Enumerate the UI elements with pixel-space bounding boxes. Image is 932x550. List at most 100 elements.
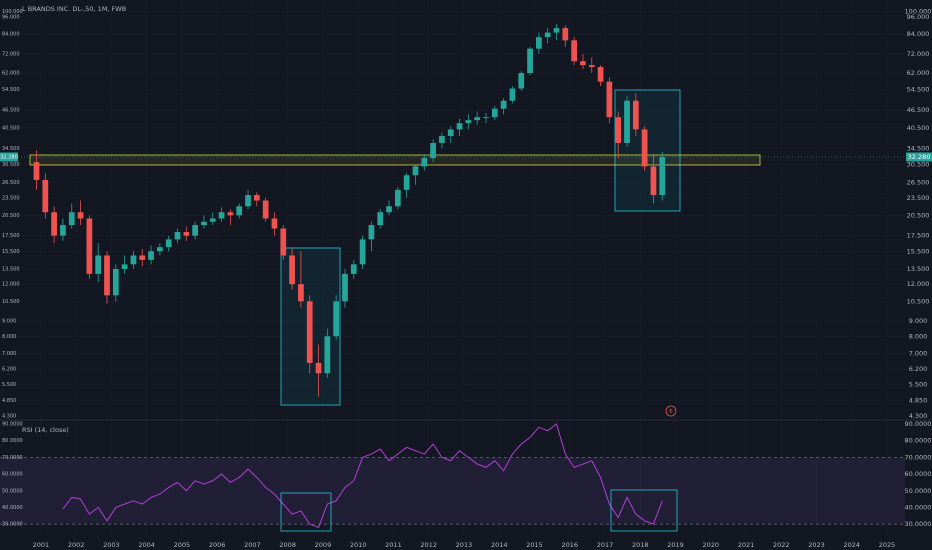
x-tick-label: 2015 bbox=[526, 541, 543, 549]
x-tick-label: 2003 bbox=[103, 541, 120, 549]
x-tick-label: 2008 bbox=[279, 541, 296, 549]
candle-body bbox=[298, 284, 304, 302]
candle-body bbox=[139, 255, 146, 260]
y-tick-label: 84.000 bbox=[907, 30, 930, 38]
rsi-tick-label: 40.0000 bbox=[905, 503, 932, 511]
candle-body bbox=[632, 100, 639, 130]
y-tick-label: 12.000 bbox=[2, 282, 20, 288]
candle-body bbox=[544, 32, 551, 38]
candle-body bbox=[421, 158, 428, 167]
candle-body bbox=[77, 212, 84, 219]
marks bbox=[33, 23, 666, 529]
y-tick-label: 34.500 bbox=[907, 144, 930, 152]
candle-body bbox=[615, 117, 622, 143]
x-tick-label: 2021 bbox=[738, 541, 755, 549]
x-tick-label: 2006 bbox=[209, 541, 226, 549]
x-tick-label: 2013 bbox=[456, 541, 473, 549]
candle-body bbox=[403, 175, 410, 190]
rsi-tick-label: 30.0000 bbox=[905, 520, 932, 528]
candle-body bbox=[509, 88, 516, 101]
candle-body bbox=[289, 255, 295, 285]
x-tick-label: 2020 bbox=[702, 541, 719, 549]
y-tick-label: 15.500 bbox=[2, 249, 20, 255]
candle-body bbox=[412, 166, 419, 176]
earnings-label: E bbox=[669, 409, 673, 415]
y-tick-label: 4.300 bbox=[909, 412, 928, 420]
x-tick-label: 2002 bbox=[68, 541, 85, 549]
y-tick-label: 4.300 bbox=[2, 414, 16, 420]
rsi-tick-label: 90.0000 bbox=[2, 422, 23, 428]
candle-body bbox=[121, 264, 128, 270]
candle-body bbox=[262, 200, 269, 219]
x-tick-label: 2012 bbox=[420, 541, 437, 549]
price-tag-label: 32.280 bbox=[908, 153, 931, 161]
rsi-tick-label: 60.0000 bbox=[905, 470, 932, 478]
candle-body bbox=[333, 301, 340, 337]
candle-body bbox=[60, 225, 66, 236]
candle-body bbox=[527, 48, 533, 74]
candle-body bbox=[491, 108, 498, 118]
candle-body bbox=[148, 251, 154, 260]
rsi-tick-label: 70.0000 bbox=[905, 453, 932, 461]
y-tick-label: 5.500 bbox=[2, 382, 16, 388]
y-tick-label: 72.000 bbox=[907, 50, 930, 58]
candle-body bbox=[280, 228, 287, 256]
candle-body bbox=[394, 189, 401, 207]
candle-body bbox=[209, 218, 216, 222]
candle-body bbox=[474, 117, 481, 121]
candle-body bbox=[588, 65, 595, 68]
candle-body bbox=[342, 273, 348, 302]
candle-body bbox=[104, 255, 110, 296]
y-tick-label: 62.000 bbox=[2, 71, 20, 77]
candle-body bbox=[201, 221, 207, 226]
rsi-band bbox=[0, 457, 905, 525]
price-tag bbox=[0, 152, 18, 162]
y-tick-label: 6.200 bbox=[2, 367, 16, 373]
price-tag bbox=[906, 152, 932, 162]
x-tick-label: 2004 bbox=[138, 541, 155, 549]
candle-body bbox=[659, 156, 666, 196]
candle-body bbox=[483, 117, 489, 118]
indicator-title: RSI (14, close) bbox=[22, 426, 69, 434]
y-tick-label: 8.000 bbox=[2, 334, 16, 340]
candle-body bbox=[650, 166, 657, 196]
y-tick-label: 84.000 bbox=[2, 32, 20, 38]
x-tick-label: 2022 bbox=[773, 541, 790, 549]
y-tick-label: 12.000 bbox=[907, 280, 930, 288]
candle-body bbox=[271, 218, 278, 229]
x-tick-label: 2023 bbox=[808, 541, 825, 549]
y-tick-label: 54.500 bbox=[907, 86, 930, 94]
y-tick-label: 30.500 bbox=[907, 160, 930, 168]
x-tick-label: 2009 bbox=[315, 541, 332, 549]
candle-body bbox=[324, 336, 331, 374]
candle-body bbox=[33, 162, 40, 180]
candle-body bbox=[130, 255, 137, 265]
x-tick-label: 2010 bbox=[350, 541, 367, 549]
candle-body bbox=[165, 239, 172, 248]
rsi-line bbox=[62, 423, 663, 529]
candle-body bbox=[580, 61, 586, 66]
candle-body bbox=[606, 81, 613, 118]
candle-body bbox=[42, 179, 49, 213]
y-tick-label: 40.500 bbox=[907, 124, 930, 132]
y-tick-label: 72.000 bbox=[2, 51, 20, 57]
y-tick-label: 46.500 bbox=[2, 108, 20, 114]
candle-body bbox=[86, 218, 93, 274]
y-tick-label: 5.500 bbox=[909, 380, 928, 388]
y-tick-label: 46.500 bbox=[907, 106, 930, 114]
candle-body bbox=[641, 129, 648, 167]
y-tick-label: 13.500 bbox=[2, 267, 20, 273]
y-tick-label: 4.850 bbox=[909, 397, 928, 405]
rsi-tick-label: 50.0000 bbox=[905, 487, 932, 495]
candle-body bbox=[500, 100, 507, 109]
support-zone bbox=[29, 154, 761, 166]
rsi-tick-label: 70.0000 bbox=[2, 455, 23, 461]
x-tick-label: 2001 bbox=[33, 541, 50, 549]
candle-body bbox=[174, 232, 181, 240]
candle-body bbox=[439, 136, 445, 143]
y-tick-label: 17.500 bbox=[2, 233, 20, 239]
candle-body bbox=[227, 212, 234, 216]
zone-box bbox=[610, 489, 678, 532]
candle-body bbox=[377, 212, 384, 226]
